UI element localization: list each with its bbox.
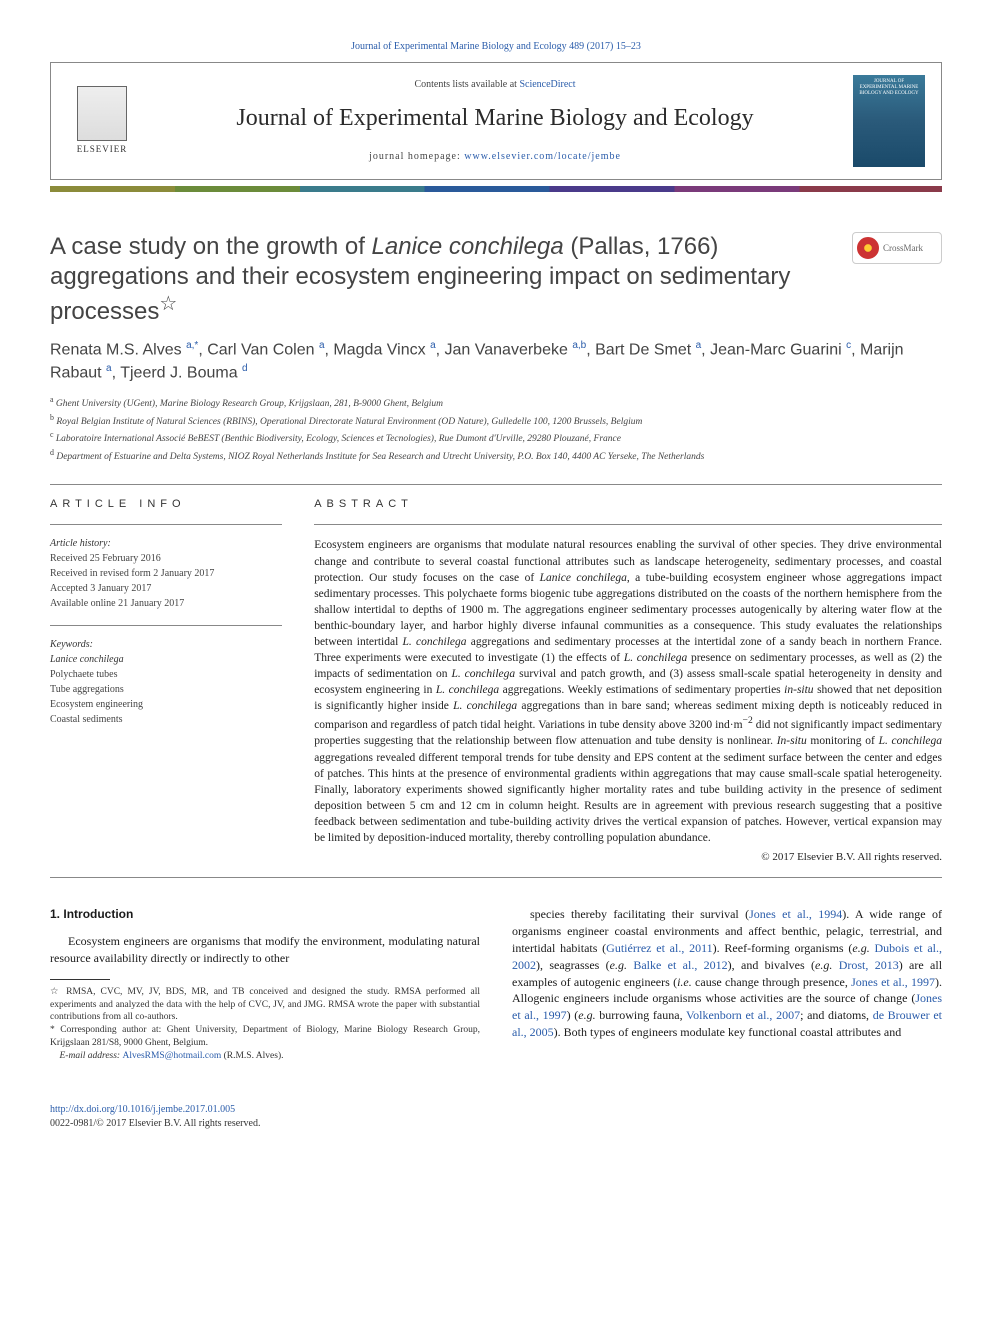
keyword-line: Tube aggregations [50, 682, 282, 697]
intro-para-1: Ecosystem engineers are organisms that m… [50, 933, 480, 967]
elsevier-tree-icon [77, 86, 127, 141]
homepage-link[interactable]: www.elsevier.com/locate/jembe [464, 151, 621, 162]
article-info-heading: ARTICLE INFO [50, 497, 282, 512]
journal-header: ELSEVIER Contents lists available at Sci… [50, 62, 942, 180]
footnote-corresponding: * Corresponding author at: Ghent Univers… [50, 1024, 480, 1050]
keyword-line: Polychaete tubes [50, 667, 282, 682]
page-footer: http://dx.doi.org/10.1016/j.jembe.2017.0… [50, 1103, 942, 1131]
issn-copyright: 0022-0981/© 2017 Elsevier B.V. All right… [50, 1118, 260, 1129]
abstract-copyright: © 2017 Elsevier B.V. All rights reserved… [314, 850, 942, 865]
divider [50, 877, 942, 878]
footnote-contributions: ☆ RMSA, CVC, MV, JV, BDS, MR, and TB con… [50, 986, 480, 1024]
affiliations: a Ghent University (UGent), Marine Biolo… [50, 394, 942, 464]
history-line: Received 25 February 2016 [50, 551, 282, 566]
affiliation-line: c Laboratoire International Associé BeBE… [50, 429, 942, 446]
email-label: E-mail address: [60, 1051, 123, 1061]
section-heading: 1. Introduction [50, 906, 480, 923]
keyword-line: Lanice conchilega [50, 652, 282, 667]
color-bar [50, 186, 942, 192]
footnote-email: E-mail address: AlvesRMS@hotmail.com (R.… [50, 1050, 480, 1063]
affiliation-line: a Ghent University (UGent), Marine Biolo… [50, 394, 942, 411]
divider [50, 625, 282, 626]
journal-name: Journal of Experimental Marine Biology a… [157, 102, 833, 136]
intro-para-2: species thereby facilitating their survi… [512, 906, 942, 1040]
history-line: Accepted 3 January 2017 [50, 581, 282, 596]
top-citation-link[interactable]: Journal of Experimental Marine Biology a… [351, 41, 641, 52]
authors-list: Renata M.S. Alves a,*, Carl Van Colen a,… [50, 339, 942, 384]
journal-cover-thumbnail: JOURNAL OF EXPERIMENTAL MARINE BIOLOGY A… [853, 75, 925, 167]
abstract-text: Ecosystem engineers are organisms that m… [314, 537, 942, 846]
history-label: Article history: [50, 537, 282, 551]
keyword-line: Ecosystem engineering [50, 697, 282, 712]
divider [50, 484, 942, 485]
crossmark-label: CrossMark [883, 242, 923, 255]
publisher-name: ELSEVIER [77, 143, 128, 156]
abstract-heading: ABSTRACT [314, 497, 942, 512]
footnotes: ☆ RMSA, CVC, MV, JV, BDS, MR, and TB con… [50, 986, 480, 1063]
crossmark-icon [857, 237, 879, 259]
article-history: Article history: Received 25 February 20… [50, 537, 282, 611]
history-line: Available online 21 January 2017 [50, 596, 282, 611]
crossmark-badge[interactable]: CrossMark [852, 232, 942, 264]
homepage-prefix: journal homepage: [369, 151, 464, 162]
doi-link[interactable]: http://dx.doi.org/10.1016/j.jembe.2017.0… [50, 1104, 235, 1115]
email-suffix: (R.M.S. Alves). [221, 1051, 283, 1061]
footnote-separator [50, 979, 110, 980]
keywords-label: Keywords: [50, 638, 282, 652]
homepage-line: journal homepage: www.elsevier.com/locat… [157, 150, 833, 164]
publisher-logo: ELSEVIER [67, 81, 137, 161]
keywords-block: Keywords: Lanice conchilegaPolychaete tu… [50, 638, 282, 727]
article-title: A case study on the growth of Lanice con… [50, 232, 852, 327]
body-two-column: 1. Introduction Ecosystem engineers are … [50, 906, 942, 1062]
affiliation-line: b Royal Belgian Institute of Natural Sci… [50, 412, 942, 429]
history-line: Received in revised form 2 January 2017 [50, 566, 282, 581]
affiliation-line: d Department of Estuarine and Delta Syst… [50, 447, 942, 464]
cover-text: JOURNAL OF EXPERIMENTAL MARINE BIOLOGY A… [857, 79, 921, 97]
email-link[interactable]: AlvesRMS@hotmail.com [122, 1051, 221, 1061]
contents-prefix: Contents lists available at [414, 79, 519, 90]
sciencedirect-link[interactable]: ScienceDirect [519, 79, 575, 90]
divider [50, 524, 282, 525]
divider [314, 524, 942, 525]
keyword-line: Coastal sediments [50, 712, 282, 727]
contents-line: Contents lists available at ScienceDirec… [157, 78, 833, 92]
section-number: 1. [50, 907, 60, 921]
section-title: Introduction [63, 907, 133, 921]
top-citation: Journal of Experimental Marine Biology a… [50, 40, 942, 54]
